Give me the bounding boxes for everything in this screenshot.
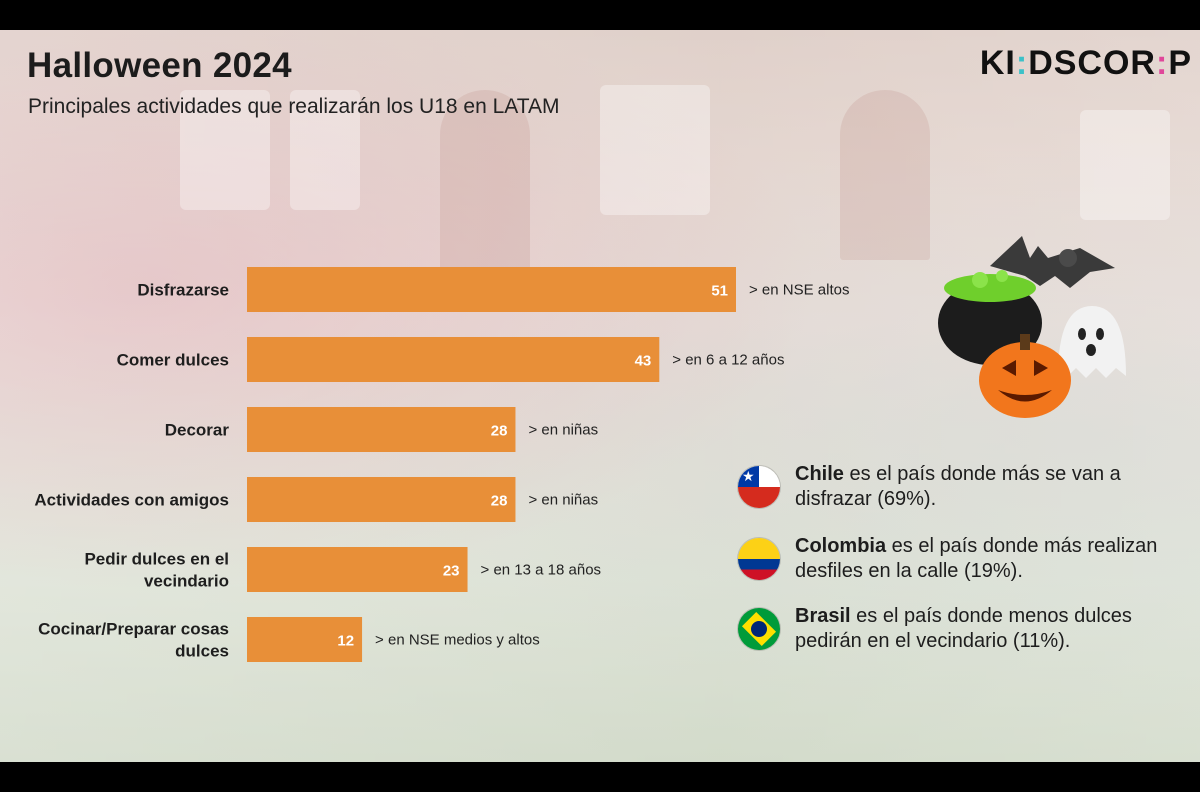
logo-dot: : [1015,44,1029,82]
fact-country: Brasil [795,605,851,627]
bar-annotation: > en NSE altos [749,282,849,299]
chile-flag-icon: ★ [738,466,780,508]
bar-value-label: 51 [711,283,728,300]
logo-text: KI [979,44,1016,82]
bar-value-label: 23 [443,563,460,580]
colombia-flag-icon [738,538,780,580]
page-subtitle: Principales actividades que realizarán l… [28,95,560,118]
bar-value-label: 12 [337,633,354,650]
brasil-flag-icon [738,608,780,650]
kidscorp-logo: KI:DSCOR:P [980,44,1192,83]
category-label: Cocinar/Preparar cosas dulces [38,620,229,661]
logo-text: P [1168,44,1192,82]
fact-text: es el país donde más realizan desfiles e… [795,535,1158,582]
logo-text: DSCOR [1028,44,1156,82]
cauldron-icon [938,270,1042,365]
window-shape [290,90,360,210]
activities-bar-chart: Disfrazarse 51 > en NSE altos Comer dulces 4… [34,267,849,662]
door-shape [840,90,930,260]
fact-country: Colombia [795,535,887,557]
bar [247,547,468,592]
category-label: Actividades con amigos [34,491,229,510]
pumpkin-icon [979,334,1071,418]
fact-text: es el país donde más se van a disfrazar … [795,463,1121,510]
bar-value-label: 28 [491,423,508,440]
bat-icon [990,236,1115,288]
logo-dot: : [1155,44,1169,82]
window-shape [1080,110,1170,220]
door-shape [440,90,530,280]
category-label: Pedir dulces en el vecindario [84,550,229,591]
page-title: Halloween 2024 [27,46,292,85]
bar [247,407,516,452]
bar-annotation: > en niñas [528,492,598,509]
bar [247,617,363,662]
window-shape [600,85,710,215]
bar-value-label: 43 [635,353,652,370]
fact-country: Chile [795,463,844,485]
fact-text: es el país donde menos dulces pedirán en… [795,605,1132,652]
window-shape [180,90,270,210]
halloween-decoration [938,236,1126,418]
bar [247,337,660,382]
category-label: Decorar [165,421,230,440]
bar-annotation: > en NSE medios y altos [375,632,540,649]
bar-annotation: > en 6 a 12 años [672,352,784,369]
category-label: Comer dulces [117,351,229,370]
bar [247,267,736,312]
category-label: Disfrazarse [137,281,229,300]
ghost-icon [1058,306,1126,378]
bar [247,477,516,522]
bar-annotation: > en niñas [528,422,598,439]
bar-value-label: 28 [491,493,508,510]
bar-annotation: > en 13 a 18 años [481,562,602,579]
